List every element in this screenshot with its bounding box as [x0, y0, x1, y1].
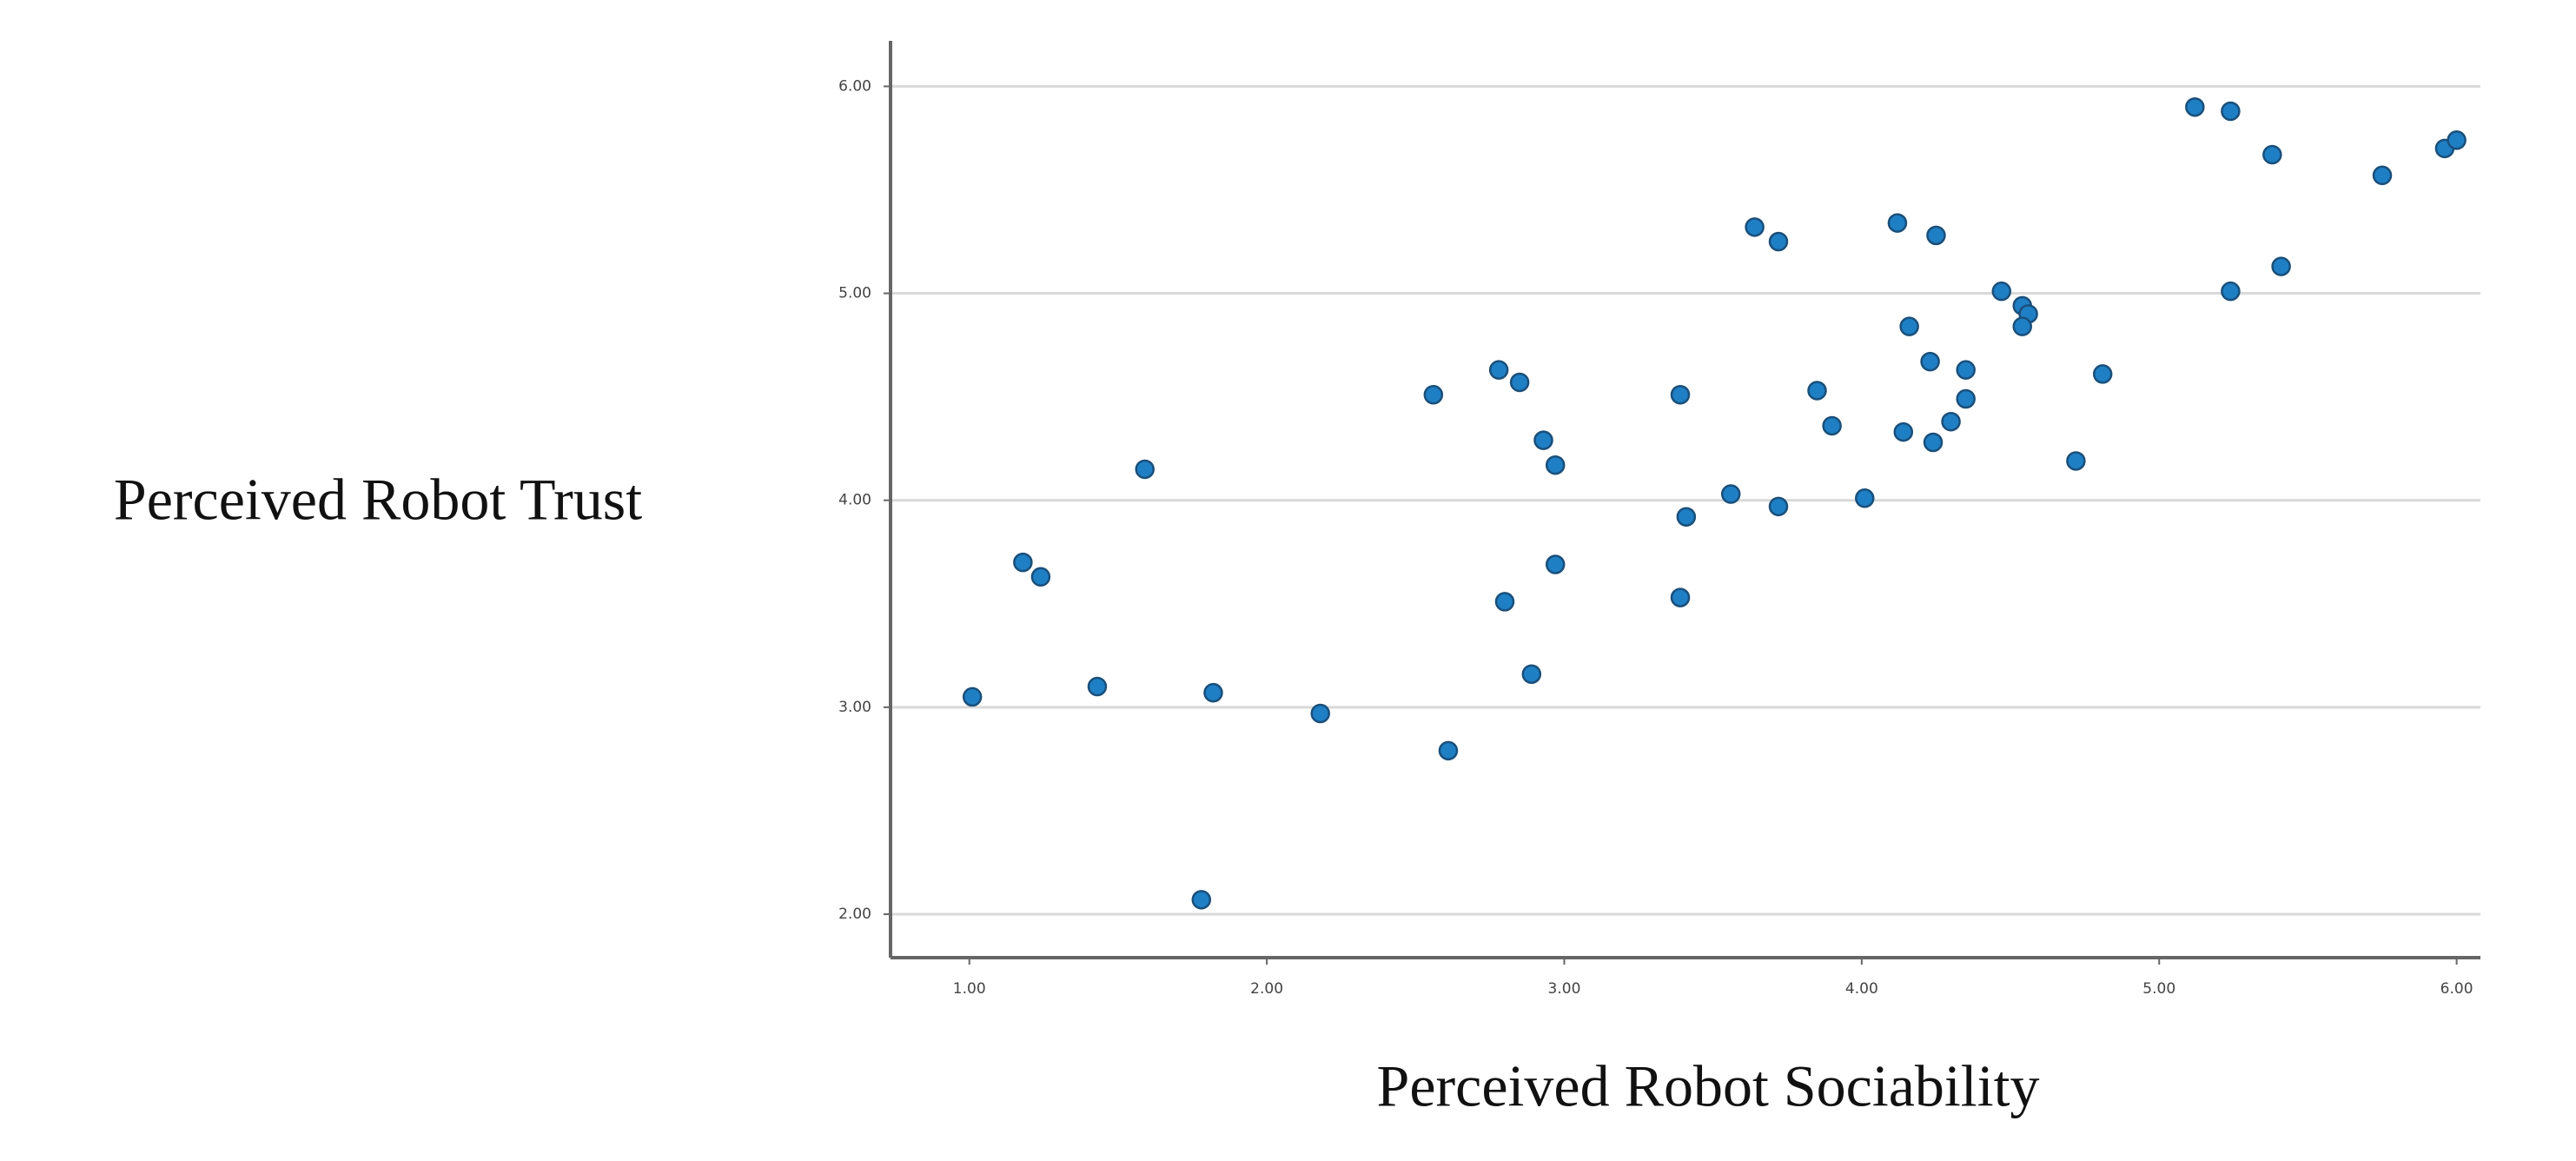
y-tick-label: 5.00	[838, 285, 871, 302]
point	[1030, 567, 1051, 587]
x-tick-label: 2.00	[1250, 980, 1283, 998]
point	[1494, 592, 1515, 612]
point	[1893, 421, 1914, 442]
point	[1670, 384, 1691, 405]
y-tick-label: 6.00	[838, 77, 871, 95]
point	[1509, 372, 1530, 393]
y-axis-title: Perceived Robot Trust	[114, 467, 642, 533]
point	[1956, 388, 1976, 409]
point	[1488, 360, 1509, 380]
point	[1087, 676, 1108, 697]
point	[2372, 165, 2393, 186]
y-tick-label: 2.00	[838, 906, 871, 923]
point	[1013, 552, 1033, 573]
point	[1899, 316, 1919, 336]
point	[2221, 281, 2241, 302]
point	[1676, 507, 1697, 527]
x-tick-label: 3.00	[1548, 980, 1581, 998]
point	[2066, 451, 2086, 471]
point	[1533, 430, 1553, 450]
y-tick-label: 4.00	[838, 492, 871, 509]
point	[2447, 130, 2467, 150]
point	[2262, 144, 2282, 165]
point	[2092, 364, 2113, 384]
point	[1855, 488, 1875, 508]
point	[2012, 316, 2032, 336]
point	[1768, 231, 1789, 252]
point	[1920, 351, 1940, 372]
point	[1926, 225, 1946, 246]
point	[1807, 381, 1827, 401]
point	[1887, 213, 1908, 233]
point	[1191, 890, 1212, 910]
point	[1521, 664, 1542, 684]
point	[1941, 411, 1961, 432]
point	[1423, 384, 1444, 405]
point	[1745, 217, 1765, 237]
point	[1822, 415, 1842, 436]
point	[2185, 96, 2205, 117]
point	[1991, 281, 2012, 302]
point	[1720, 484, 1741, 504]
point	[1545, 554, 1566, 574]
y-tick-label: 3.00	[838, 699, 871, 716]
point	[1438, 740, 1459, 761]
point	[1545, 454, 1566, 475]
x-tick-label: 1.00	[953, 980, 986, 998]
point	[1768, 496, 1789, 517]
point	[1203, 682, 1223, 703]
point	[1310, 703, 1330, 724]
point	[1670, 587, 1691, 607]
point	[1135, 459, 1155, 480]
point	[1923, 432, 1944, 453]
point	[2271, 256, 2291, 276]
point	[2221, 101, 2241, 122]
x-tick-label: 5.00	[2142, 980, 2175, 998]
x-tick-label: 4.00	[1845, 980, 1878, 998]
point	[962, 687, 983, 707]
point	[1956, 360, 1976, 380]
x-tick-label: 6.00	[2440, 980, 2473, 998]
x-axis-title: Perceived Robot Sociability	[1377, 1053, 2040, 1119]
